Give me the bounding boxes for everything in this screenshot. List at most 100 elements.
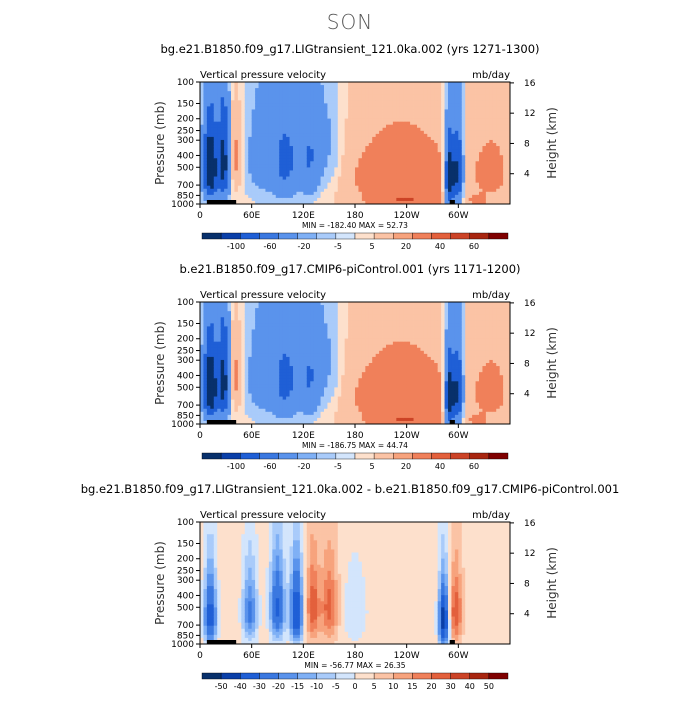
field-cell xyxy=(414,91,418,94)
field-cell xyxy=(431,152,435,155)
field-cell xyxy=(255,342,259,345)
field-cell xyxy=(352,116,356,119)
field-cell xyxy=(265,119,269,122)
field-cell xyxy=(355,174,359,177)
field-cell xyxy=(451,186,455,189)
field-cell xyxy=(396,198,400,201)
field-cell xyxy=(245,85,249,88)
field-cell xyxy=(500,125,504,128)
field-cell xyxy=(314,143,318,146)
field-cell xyxy=(445,113,449,116)
field-cell xyxy=(441,183,445,186)
x-tick-label: 60E xyxy=(243,211,260,221)
field-cell xyxy=(324,186,328,189)
field-cell xyxy=(207,88,211,91)
field-cell xyxy=(286,91,290,94)
field-cell xyxy=(407,82,411,85)
field-cell xyxy=(265,192,269,195)
field-cell xyxy=(389,186,393,189)
field-cell xyxy=(334,134,338,137)
field-cell xyxy=(445,195,449,198)
field-cell xyxy=(410,88,414,91)
field-cell xyxy=(482,183,486,186)
field-cell xyxy=(369,158,373,161)
field-cell xyxy=(248,109,252,112)
field-cell xyxy=(241,170,245,173)
field-cell xyxy=(362,186,366,189)
field-cell xyxy=(327,140,331,143)
field-cell xyxy=(493,149,497,152)
field-cell xyxy=(259,140,263,143)
field-cell xyxy=(482,125,486,128)
field-cell xyxy=(376,198,380,201)
field-cell xyxy=(410,164,414,167)
field-cell xyxy=(369,180,373,183)
field-cell xyxy=(352,100,356,103)
field-cell xyxy=(234,345,238,348)
field-cell xyxy=(217,372,221,375)
field-cell xyxy=(503,94,507,97)
field-cell xyxy=(283,400,287,403)
field-cell xyxy=(224,82,228,85)
field-cell xyxy=(348,106,352,109)
field-cell xyxy=(455,109,459,112)
field-cell xyxy=(234,161,238,164)
field-cell xyxy=(248,375,252,378)
field-cell xyxy=(396,183,400,186)
field-cell xyxy=(245,366,249,369)
field-cell xyxy=(462,128,466,131)
field-cell xyxy=(396,140,400,143)
field-cell xyxy=(272,113,276,116)
field-cell xyxy=(245,164,249,167)
field-cell xyxy=(224,152,228,155)
field-cell xyxy=(214,149,218,152)
field-cell xyxy=(255,128,259,131)
field-cell xyxy=(207,149,211,152)
field-cell xyxy=(207,333,211,336)
field-cell xyxy=(341,82,345,85)
field-cell xyxy=(286,106,290,109)
field-cell xyxy=(217,146,221,149)
field-cell xyxy=(269,326,273,329)
field-cell xyxy=(214,103,218,106)
field-cell xyxy=(296,320,300,323)
field-cell xyxy=(458,143,462,146)
field-cell xyxy=(451,91,455,94)
field-cell xyxy=(265,357,269,360)
field-cell xyxy=(420,106,424,109)
field-cell xyxy=(334,192,338,195)
field-cell xyxy=(293,192,297,195)
field-cell xyxy=(265,360,269,363)
field-cell xyxy=(200,320,204,323)
field-cell xyxy=(386,146,390,149)
field-cell xyxy=(248,369,252,372)
field-cell xyxy=(234,158,238,161)
field-cell xyxy=(217,348,221,351)
field-cell xyxy=(486,140,490,143)
field-cell xyxy=(338,192,342,195)
field-cell xyxy=(262,122,266,125)
field-cell xyxy=(496,131,500,134)
field-cell xyxy=(255,311,259,314)
field-cell xyxy=(310,375,314,378)
field-cell xyxy=(331,198,335,201)
field-cell xyxy=(310,314,314,317)
field-cell xyxy=(455,100,459,103)
field-cell xyxy=(241,186,245,189)
field-cell xyxy=(424,131,428,134)
field-cell xyxy=(224,339,228,342)
field-cell xyxy=(448,174,452,177)
field-cell xyxy=(259,137,263,140)
field-cell xyxy=(438,109,442,112)
field-cell xyxy=(259,390,263,393)
field-cell xyxy=(210,97,214,100)
field-cell xyxy=(207,97,211,100)
field-cell xyxy=(307,366,311,369)
field-cell xyxy=(383,100,387,103)
field-cell xyxy=(414,109,418,112)
field-cell xyxy=(200,143,204,146)
field-cell xyxy=(221,390,225,393)
field-cell xyxy=(255,85,259,88)
field-cell xyxy=(355,85,359,88)
